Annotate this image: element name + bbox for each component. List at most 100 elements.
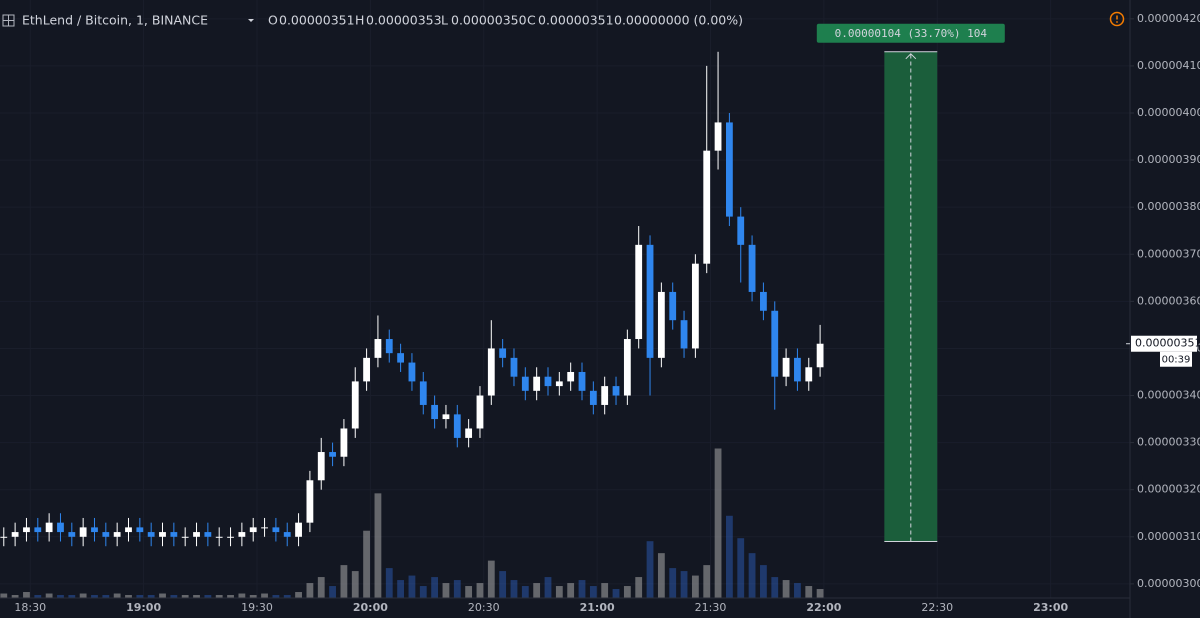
volume-bar (782, 580, 790, 598)
volume-bar (181, 595, 189, 598)
symbol[interactable]: EthLend / Bitcoin, 1, BINANCE (22, 13, 208, 28)
volume-bar (703, 565, 711, 598)
dropdown-caret[interactable] (248, 19, 254, 22)
candle-body (272, 527, 280, 533)
volume-bar (34, 595, 42, 598)
countdown: 00:39 (1162, 355, 1191, 366)
candle-body (510, 357, 518, 377)
volume-bar (431, 577, 439, 598)
candle-body (646, 244, 654, 358)
volume-bar (159, 593, 166, 598)
volume-bar (170, 595, 178, 598)
y-tick-label: 0.00000340 (1137, 389, 1200, 402)
volume-bar (113, 593, 121, 598)
volume-bar (555, 586, 563, 598)
volume-bar (635, 577, 643, 598)
icon-dot (1116, 21, 1118, 23)
volume-bar (487, 560, 495, 598)
candle-body (578, 371, 586, 391)
measure-arrowhead (905, 53, 917, 60)
volume-bar (476, 583, 484, 598)
volume-bar (805, 586, 813, 598)
candle-body (465, 428, 473, 438)
volume-bar (215, 595, 223, 598)
candle-body (397, 353, 405, 363)
volume-bar (204, 595, 212, 598)
x-tick-label: 20:00 (353, 601, 388, 614)
candle-body (125, 527, 132, 533)
volume-bar (79, 593, 87, 598)
candle-body (261, 527, 268, 529)
volume-bar (589, 586, 597, 598)
x-tick-label: 19:30 (241, 601, 273, 614)
volume-bar (102, 595, 110, 598)
candle-body (442, 414, 450, 420)
y-tick-label: 0.00000420 (1137, 12, 1200, 25)
volume-bar (91, 595, 98, 598)
volume-bar (578, 580, 586, 598)
ohlc-label: C (527, 13, 536, 28)
x-tick-label: 20:30 (468, 601, 500, 614)
volume-bar (521, 586, 529, 598)
candle-body (113, 532, 121, 537)
volume-bar (442, 583, 450, 598)
candle-body (669, 291, 677, 321)
candle-body (453, 414, 461, 438)
volume-bar (657, 553, 665, 598)
ohlc-value: 0.00000350 (451, 13, 527, 28)
candle-body (34, 527, 42, 533)
volume-bar (340, 565, 348, 598)
candle-body (589, 390, 597, 405)
volume-bar (125, 595, 132, 598)
header: EthLend / Bitcoin, 1, BINANCE O 0.000003… (2, 11, 1125, 28)
candle-body (23, 527, 30, 533)
volume-bar (261, 593, 268, 598)
change: 0.00000000 (0.00%) (614, 13, 743, 28)
y-tick-label: 0.00000360 (1137, 294, 1200, 307)
volume-bar (295, 592, 302, 598)
candle-body (657, 291, 665, 358)
candle-body (215, 536, 223, 538)
volume-bar (68, 595, 76, 598)
volume-bar (147, 595, 155, 598)
candle-body (623, 339, 631, 396)
candle-body (533, 376, 541, 391)
candle-body (499, 348, 507, 358)
candle-body (794, 357, 801, 382)
candle-body (227, 536, 234, 538)
volume-bar (136, 595, 144, 598)
candle-body (374, 339, 382, 358)
volume-bar (623, 586, 631, 598)
candle-body (329, 452, 336, 457)
volume-bar (227, 595, 234, 598)
candle-body (476, 395, 484, 429)
volume-bar (397, 580, 405, 598)
candle-body (283, 532, 291, 537)
candle-body (57, 522, 64, 533)
volume-bar (351, 571, 359, 598)
candle-body (714, 122, 722, 151)
ohlc-value: 0.00000353 (366, 13, 442, 28)
volume-bar (567, 583, 575, 598)
y-tick-label: 0.00000300 (1137, 577, 1200, 590)
volume-bar (669, 568, 677, 598)
warning-icon[interactable] (1109, 11, 1125, 27)
volume-bar (419, 586, 427, 598)
volume-bar (283, 595, 291, 598)
volume-bar (306, 583, 314, 598)
last-price-label: 0.00000351 (1135, 337, 1200, 350)
volume-bar (544, 577, 552, 598)
volume-bar (725, 515, 733, 598)
candle-body (431, 404, 439, 420)
volume-bar (612, 589, 620, 598)
volume-bar (646, 541, 654, 598)
candle-body (408, 362, 416, 382)
candle-body (68, 532, 76, 537)
candle-body (204, 532, 212, 537)
candle-body (782, 357, 790, 377)
x-tick-label: 22:30 (921, 601, 953, 614)
candle-body (181, 536, 189, 538)
candle-body (419, 381, 427, 405)
